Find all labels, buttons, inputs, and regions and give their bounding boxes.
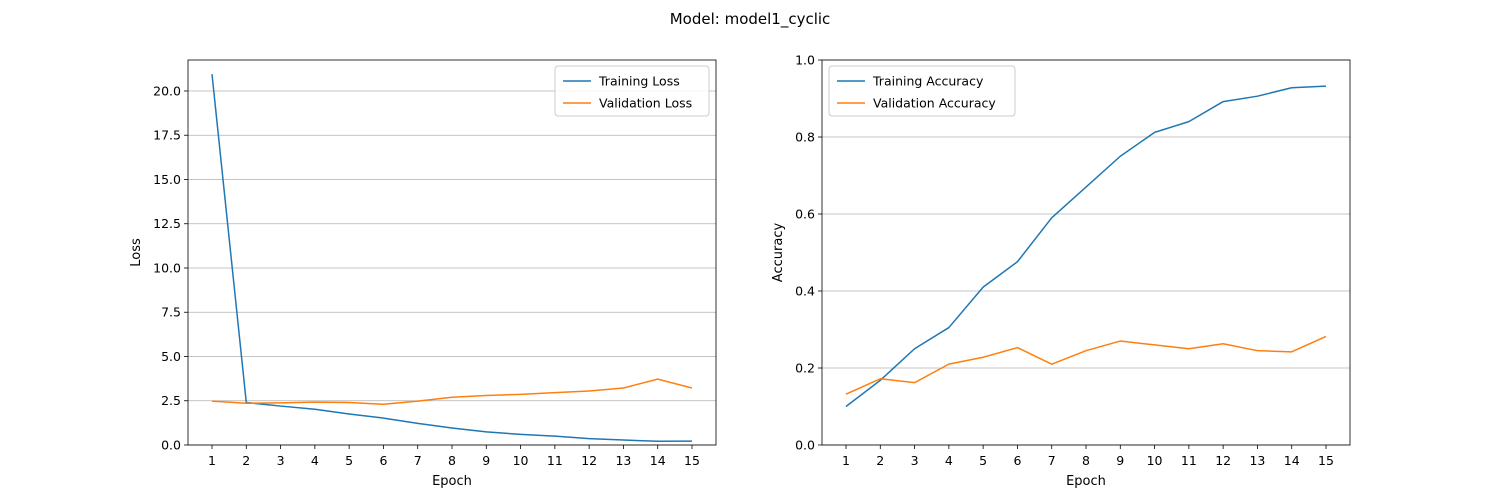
legend-box — [828, 65, 1016, 117]
x-tick-label: 4 — [945, 453, 953, 468]
legend-label: Training Loss — [598, 74, 680, 89]
y-tick-label: 15.0 — [153, 172, 181, 187]
y-axis-label: Accuracy — [771, 223, 786, 283]
figure-title: Model: model1_cyclic — [670, 10, 831, 29]
y-tick-label: 0.0 — [161, 438, 181, 453]
x-tick-label: 11 — [1181, 453, 1197, 468]
legend-label: Validation Loss — [599, 96, 692, 111]
x-tick-label: 7 — [1048, 453, 1056, 468]
x-tick-label: 4 — [311, 453, 319, 468]
x-tick-label: 11 — [547, 453, 563, 468]
y-tick-label: 10.0 — [153, 260, 181, 275]
x-tick-label: 3 — [277, 453, 285, 468]
series-line-validation — [845, 335, 1327, 395]
x-tick-label: 13 — [1249, 453, 1265, 468]
y-tick-label: 2.5 — [161, 393, 181, 408]
x-tick-label: 6 — [1013, 453, 1021, 468]
y-tick-label: 17.5 — [153, 128, 181, 143]
x-tick-label: 9 — [482, 453, 490, 468]
y-tick-label: 20.0 — [153, 83, 181, 98]
x-axis-label: Epoch — [1066, 474, 1106, 489]
x-tick-label: 2 — [876, 453, 884, 468]
legend-label: Validation Accuracy — [873, 96, 996, 111]
x-tick-label: 5 — [979, 453, 987, 468]
y-tick-label: 0.8 — [795, 130, 815, 145]
y-axis-label: Loss — [129, 238, 144, 267]
y-tick-label: 0.0 — [795, 438, 815, 453]
x-tick-label: 2 — [242, 453, 250, 468]
y-tick-label: 0.4 — [795, 284, 815, 299]
legend-label: Training Accuracy — [872, 74, 984, 89]
x-tick-label: 1 — [208, 453, 216, 468]
x-tick-label: 6 — [379, 453, 387, 468]
y-tick-label: 1.0 — [795, 53, 815, 68]
x-tick-label: 5 — [345, 453, 353, 468]
x-axis-label: Epoch — [432, 474, 472, 489]
series-line-validation — [211, 378, 693, 406]
x-tick-label: 12 — [1215, 453, 1231, 468]
series-line-training — [845, 85, 1327, 408]
x-tick-label: 13 — [615, 453, 631, 468]
x-tick-label: 12 — [581, 453, 597, 468]
legend: Training Loss Validation Loss — [554, 65, 710, 117]
y-tick-label: 0.6 — [795, 207, 815, 222]
y-tick-label: 5.0 — [161, 349, 181, 364]
x-tick-label: 15 — [684, 453, 700, 468]
series-line-training — [211, 74, 693, 443]
x-tick-label: 1 — [842, 453, 850, 468]
loss-chart: 1 2 3 4 5 6 7 8 9 10 11 12 13 14 150.02.55.07.510.012.… — [129, 59, 717, 489]
x-tick-label: 8 — [448, 453, 456, 468]
x-tick-label: 15 — [1318, 453, 1334, 468]
x-tick-label: 14 — [650, 453, 666, 468]
y-tick-label: 7.5 — [161, 305, 181, 320]
x-tick-label: 10 — [513, 453, 529, 468]
y-tick-label: 12.5 — [153, 216, 181, 231]
legend-box — [554, 65, 710, 117]
x-tick-label: 8 — [1082, 453, 1090, 468]
x-tick-label: 7 — [414, 453, 422, 468]
x-tick-label: 10 — [1147, 453, 1163, 468]
x-tick-label: 14 — [1284, 453, 1300, 468]
x-tick-label: 9 — [1116, 453, 1124, 468]
y-tick-label: 0.2 — [795, 361, 815, 376]
accuracy-chart: 1 2 3 4 5 6 7 8 9 10 11 12 13 14 150.00.20.40.60.81.0E… — [771, 53, 1351, 489]
x-tick-label: 3 — [911, 453, 919, 468]
legend: Training Accuracy Validation Accuracy — [828, 65, 1016, 117]
